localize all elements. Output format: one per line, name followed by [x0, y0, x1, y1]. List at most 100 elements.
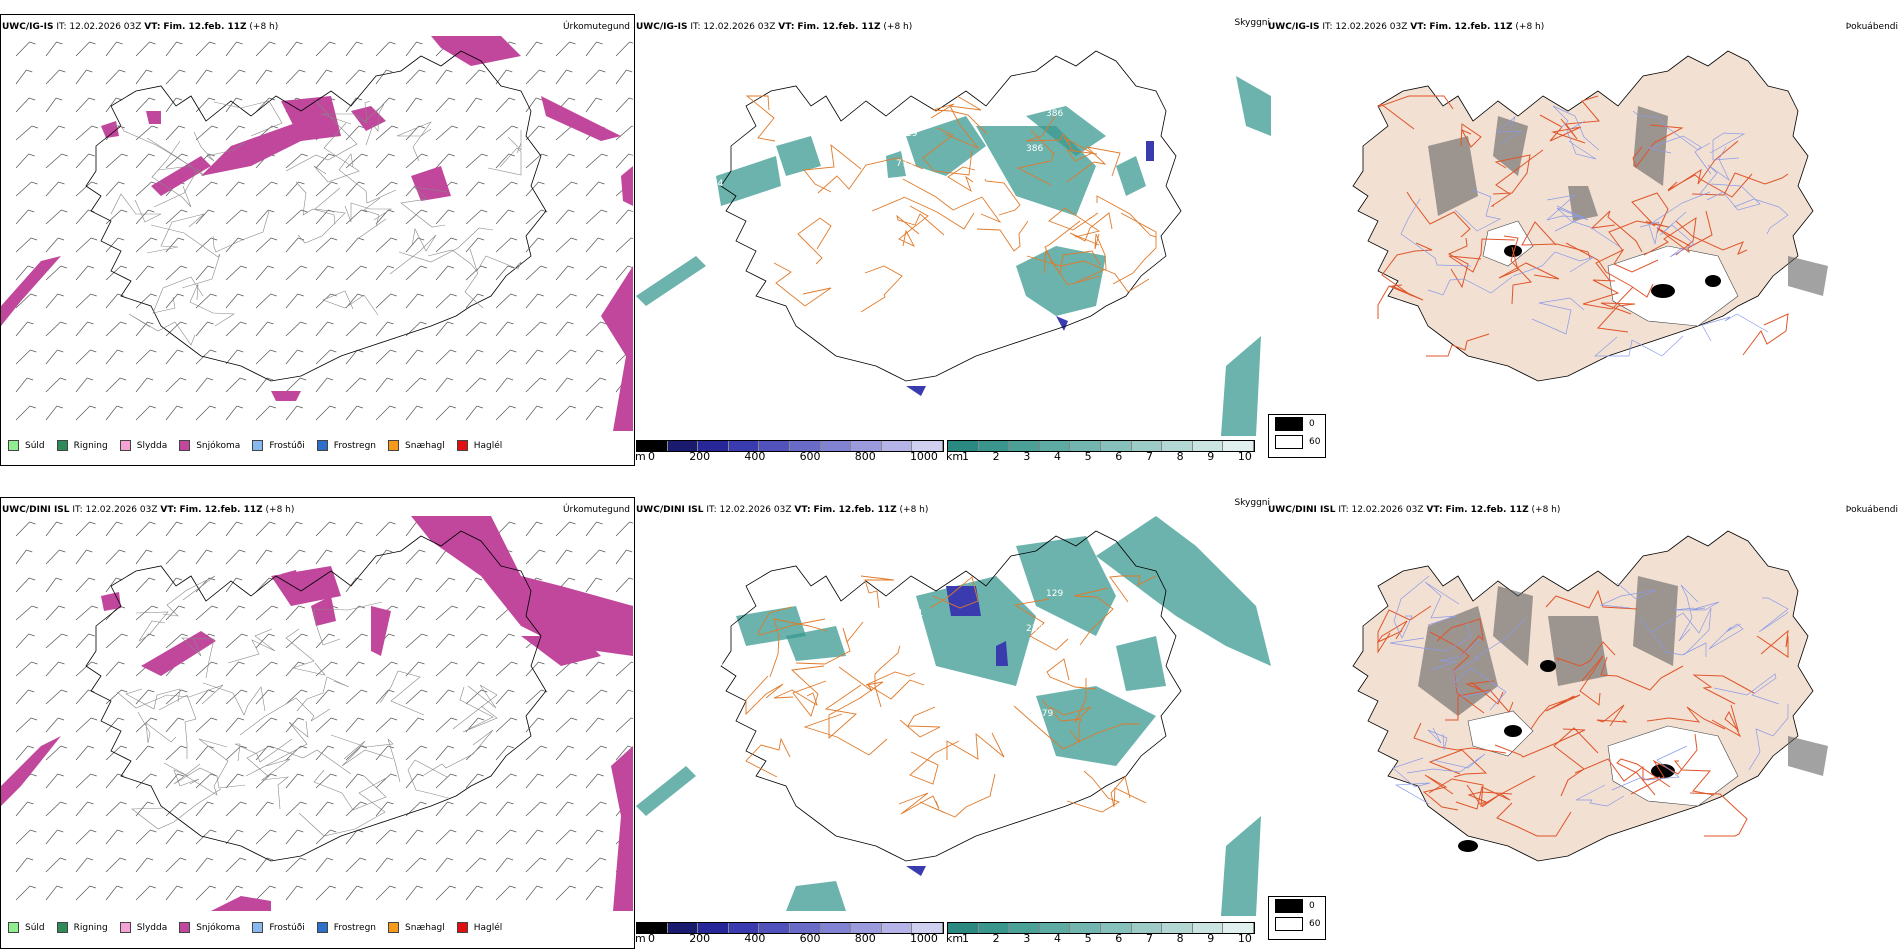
wind-barb: [165, 97, 183, 113]
colorbar-segment: [948, 923, 979, 933]
road-line: [1579, 655, 1604, 706]
wind-barb: [195, 801, 214, 817]
legend-swatch: [316, 922, 328, 933]
wind-barb: [375, 689, 395, 705]
road-line: [1454, 188, 1502, 232]
wind-barb: [225, 321, 247, 337]
road-line: [320, 100, 371, 125]
wind-barb: [195, 97, 216, 113]
legend-swatch: [8, 440, 19, 451]
wind-barb: [345, 577, 363, 593]
wind-barb: [135, 41, 156, 57]
wind-barb: [405, 209, 428, 225]
lead-time: (+8 h): [1515, 22, 1545, 32]
wind-barb: [525, 69, 546, 85]
wind-barb: [195, 349, 217, 365]
wind-barb: [75, 377, 94, 393]
road-line: [459, 686, 498, 733]
precip-panel-bottom: [0, 497, 635, 949]
wind-barb: [255, 97, 276, 113]
road-line: [947, 166, 976, 193]
wind-barb: [105, 689, 128, 705]
wind-barb: [75, 661, 98, 677]
colorbar-segment: [851, 923, 882, 933]
wind-barb: [75, 577, 96, 593]
wind-barb: [435, 405, 457, 421]
wind-barb: [615, 521, 633, 537]
wind-barb: [225, 265, 248, 281]
wind-barb: [105, 41, 123, 57]
colorbar-tick-label: 0: [648, 450, 655, 463]
wind-barb: [195, 829, 217, 845]
wind-barb: [195, 717, 218, 733]
road-line: [1112, 212, 1157, 285]
wind-barb: [135, 209, 155, 225]
precip-legend-bottom: Súld Rigning Slydda Snjókoma Frostúði Frostre…: [8, 922, 502, 933]
wind-barb: [75, 321, 94, 337]
wind-barb: [255, 321, 274, 337]
wind-barb: [15, 829, 37, 845]
vt-label: VT:: [1426, 505, 1443, 515]
precip-legend-item: Frostúði: [252, 922, 305, 933]
wind-barb: [135, 801, 154, 817]
legend-swatch: [388, 440, 400, 451]
wind-barb: [555, 293, 577, 309]
road-line: [1447, 237, 1469, 289]
wind-barb: [375, 885, 397, 901]
wind-barb: [315, 265, 335, 281]
colorbar-segment: [978, 441, 1010, 451]
header-vis-top: UWC/IG-IS IT: 12.02.2026 03Z VT: Fim. 12…: [636, 22, 912, 32]
road-line: [1069, 212, 1113, 246]
wind-barb: [285, 801, 307, 817]
wind-barb: [585, 237, 605, 253]
snow-areas: [1, 36, 633, 431]
wind-barb: [225, 69, 246, 85]
model-name: UWC/DINI ISL: [2, 505, 70, 515]
wind-barb: [375, 265, 395, 281]
wind-barb: [225, 885, 244, 901]
wind-barb: [285, 321, 307, 337]
wind-barb: [195, 125, 219, 141]
wind-barb: [465, 773, 484, 789]
visibility-teal-areas: [636, 76, 1271, 436]
colorbar-km-ticks-top: 1 2 3 4 5 6 7 8 9 10: [962, 450, 1252, 463]
wind-barb: [375, 717, 398, 733]
wind-barb: [375, 153, 395, 169]
wind-barb: [495, 633, 515, 649]
wind-barb: [225, 41, 243, 57]
wind-barb: [195, 577, 216, 593]
colorbar-segment: [851, 441, 882, 451]
wind-barb: [375, 125, 399, 141]
wind-barb: [15, 265, 35, 281]
wind-barb: [615, 689, 633, 705]
wind-barb: [75, 745, 95, 761]
road-line: [824, 684, 863, 740]
colorbar-segment: [1192, 441, 1224, 451]
wind-barb: [105, 209, 128, 225]
road-line: [245, 720, 309, 777]
colorbar-tick-label: 3: [1023, 450, 1031, 463]
wind-barb: [435, 125, 459, 141]
wind-barb: [255, 349, 277, 365]
colorbar-segment: [759, 441, 790, 451]
legend-swatch: [388, 922, 400, 933]
wind-barb: [525, 125, 546, 141]
wind-barb: [75, 237, 98, 253]
wind-barb: [465, 857, 487, 873]
wind-barb: [555, 717, 578, 733]
wind-barb: [345, 633, 368, 649]
road-line: [1733, 198, 1789, 235]
wind-barb: [195, 69, 213, 85]
wind-barb: [405, 857, 427, 873]
wind-barb: [585, 209, 608, 225]
wind-barb: [495, 349, 517, 365]
wind-barb: [45, 349, 64, 365]
road-line: [162, 575, 216, 617]
wind-barb: [75, 773, 97, 789]
wind-barb: [375, 773, 397, 789]
wind-barb: [285, 521, 303, 537]
colorbar-segment: [789, 441, 821, 451]
wind-barb: [495, 717, 518, 733]
wind-barb: [165, 689, 188, 705]
visibility-value-label: 607: [1016, 724, 1033, 734]
